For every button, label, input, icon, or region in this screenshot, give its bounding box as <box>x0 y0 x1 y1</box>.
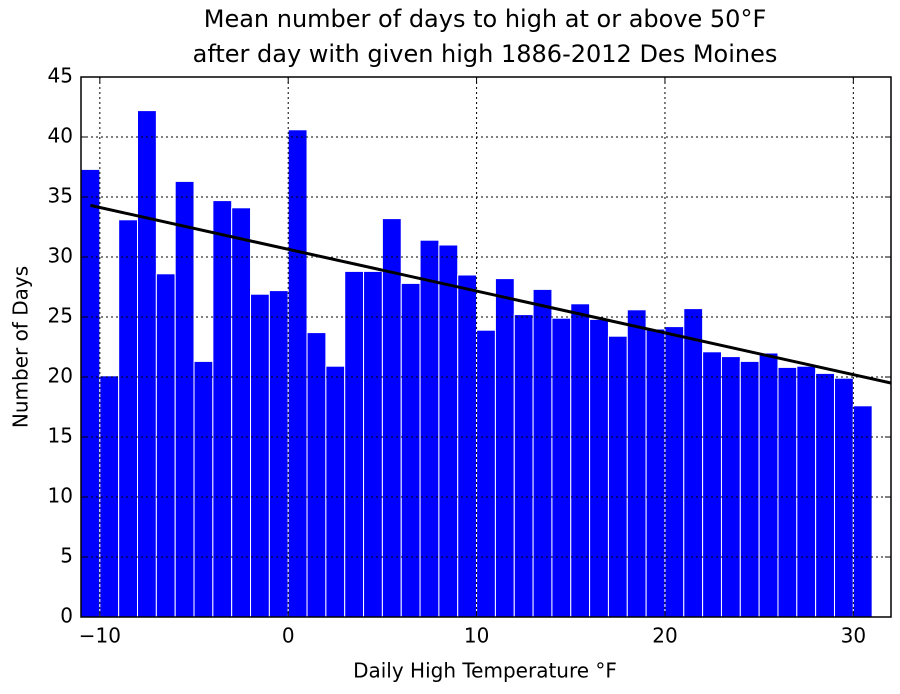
bar <box>589 318 609 618</box>
bar <box>683 308 704 618</box>
bar <box>438 244 459 618</box>
plot-frame <box>80 76 892 618</box>
y-tick-label: 0 <box>60 604 73 628</box>
y-tick-label: 40 <box>48 124 73 148</box>
bar <box>702 351 722 618</box>
bar <box>268 290 289 618</box>
x-tick-label: 10 <box>464 624 489 648</box>
x-axis-label: Daily High Temperature °F <box>353 659 617 683</box>
chart-title: Mean number of days to high at or above … <box>204 5 767 33</box>
chart-title: after day with given high 1886-2012 Des … <box>193 40 778 68</box>
bar <box>833 377 854 618</box>
bar <box>212 200 233 618</box>
bar <box>174 180 195 618</box>
bar <box>815 372 835 618</box>
bar <box>551 317 572 618</box>
bar <box>457 274 478 618</box>
bar <box>325 365 346 618</box>
bar <box>513 314 534 618</box>
x-tick-label: 20 <box>652 624 677 648</box>
y-tick-label: 5 <box>60 544 73 568</box>
bar <box>645 328 666 618</box>
x-tick-label: 30 <box>841 624 866 648</box>
trend-line <box>90 203 892 385</box>
bar <box>570 303 591 618</box>
bar <box>607 335 628 618</box>
bar <box>287 129 308 618</box>
bar <box>664 326 685 618</box>
bar <box>494 278 515 618</box>
x-tick-label: −10 <box>79 624 121 648</box>
bar <box>532 288 553 618</box>
bar <box>739 360 760 618</box>
bar <box>419 239 440 618</box>
bar <box>231 207 252 618</box>
bar <box>476 329 496 618</box>
bar <box>758 352 779 618</box>
bar <box>777 366 798 618</box>
y-tick-label: 35 <box>48 184 73 208</box>
y-axis-label: Number of Days <box>9 266 33 428</box>
bar <box>400 282 421 618</box>
bar <box>344 270 365 618</box>
y-tick-label: 15 <box>48 424 73 448</box>
bar <box>99 375 120 618</box>
y-tick-label: 20 <box>48 364 73 388</box>
bar <box>306 332 327 618</box>
bar <box>80 168 101 618</box>
bar <box>250 293 270 618</box>
bar <box>193 360 214 618</box>
bar <box>137 110 157 618</box>
bar <box>720 356 741 618</box>
y-tick-label: 30 <box>48 244 73 268</box>
y-tick-label: 45 <box>48 64 73 88</box>
bar <box>155 273 176 618</box>
x-tick-label: 0 <box>282 624 295 648</box>
y-tick-label: 10 <box>48 484 73 508</box>
bar <box>796 365 817 618</box>
bar <box>363 270 383 618</box>
y-tick-label: 25 <box>48 304 73 328</box>
bar <box>626 309 647 618</box>
